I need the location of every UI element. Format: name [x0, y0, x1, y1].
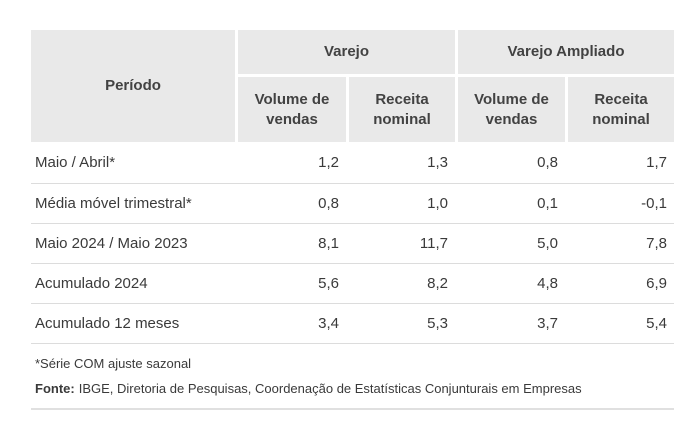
cell-value: 4,8: [537, 275, 558, 292]
table-footer: *Série COM ajuste sazonal Fonte: IBGE, Di…: [31, 344, 674, 410]
cell-value: 0,1: [537, 195, 558, 212]
table-row: Maio / Abril* 1,2 1,3 0,8 1,7: [31, 142, 674, 184]
cell-value: 5,0: [537, 235, 558, 252]
cell-value: 1,0: [427, 195, 448, 212]
table-body: Maio / Abril* 1,2 1,3 0,8 1,7 Média móve…: [31, 142, 674, 344]
column-header-varejo-volume: Volume de vendas: [238, 77, 346, 142]
cell-value: 6,9: [646, 275, 667, 292]
cell-value: 3,7: [537, 315, 558, 332]
column-header-varejo-receita: Receita nominal: [349, 77, 455, 142]
source-line: Fonte: IBGE, Diretoria de Pesquisas, Coor…: [31, 379, 674, 399]
row-period-label: Acumulado 12 meses: [35, 315, 180, 332]
row-period-label: Maio / Abril*: [35, 154, 116, 171]
cell-value: 1,3: [427, 154, 448, 171]
column-header-period: Período: [31, 30, 235, 142]
cell-value: 7,8: [646, 235, 667, 252]
cell-value: 1,7: [646, 154, 667, 171]
table-row: Média móvel trimestral* 0,8 1,0 0,1 -0,1: [31, 184, 674, 224]
cell-value: 8,2: [427, 275, 448, 292]
column-header-ampliado-volume: Volume de vendas: [458, 77, 565, 142]
cell-value: 5,4: [646, 315, 667, 332]
table-row: Acumulado 2024 5,6 8,2 4,8 6,9: [31, 264, 674, 304]
cell-value: 11,7: [419, 235, 448, 252]
footnote: *Série COM ajuste sazonal: [35, 356, 192, 371]
cell-value: 5,6: [318, 275, 339, 292]
row-period-label: Maio 2024 / Maio 2023: [35, 235, 188, 252]
cell-value: 0,8: [537, 154, 558, 171]
cell-value: 5,3: [427, 315, 448, 332]
column-group-varejo: Varejo: [238, 30, 455, 74]
table-row: Acumulado 12 meses 3,4 5,3 3,7 5,4: [31, 304, 674, 344]
row-period-label: Média móvel trimestral*: [35, 195, 192, 212]
source-text: IBGE, Diretoria de Pesquisas, Coordenaçã…: [78, 381, 582, 396]
cell-value: 3,4: [318, 315, 339, 332]
cell-value: 8,1: [318, 235, 339, 252]
retail-indicators-table: Período Varejo Varejo Ampliado Volume de…: [31, 30, 674, 410]
table-row: Maio 2024 / Maio 2023 8,1 11,7 5,0 7,8: [31, 224, 674, 264]
table-header: Período Varejo Varejo Ampliado Volume de…: [31, 30, 674, 142]
cell-value: 0,8: [318, 195, 339, 212]
column-group-varejo-ampliado: Varejo Ampliado: [458, 30, 674, 74]
cell-value: -0,1: [641, 195, 667, 212]
row-period-label: Acumulado 2024: [35, 275, 148, 292]
source-label: Fonte:: [35, 381, 75, 396]
cell-value: 1,2: [318, 154, 339, 171]
column-header-ampliado-receita: Receita nominal: [568, 77, 674, 142]
